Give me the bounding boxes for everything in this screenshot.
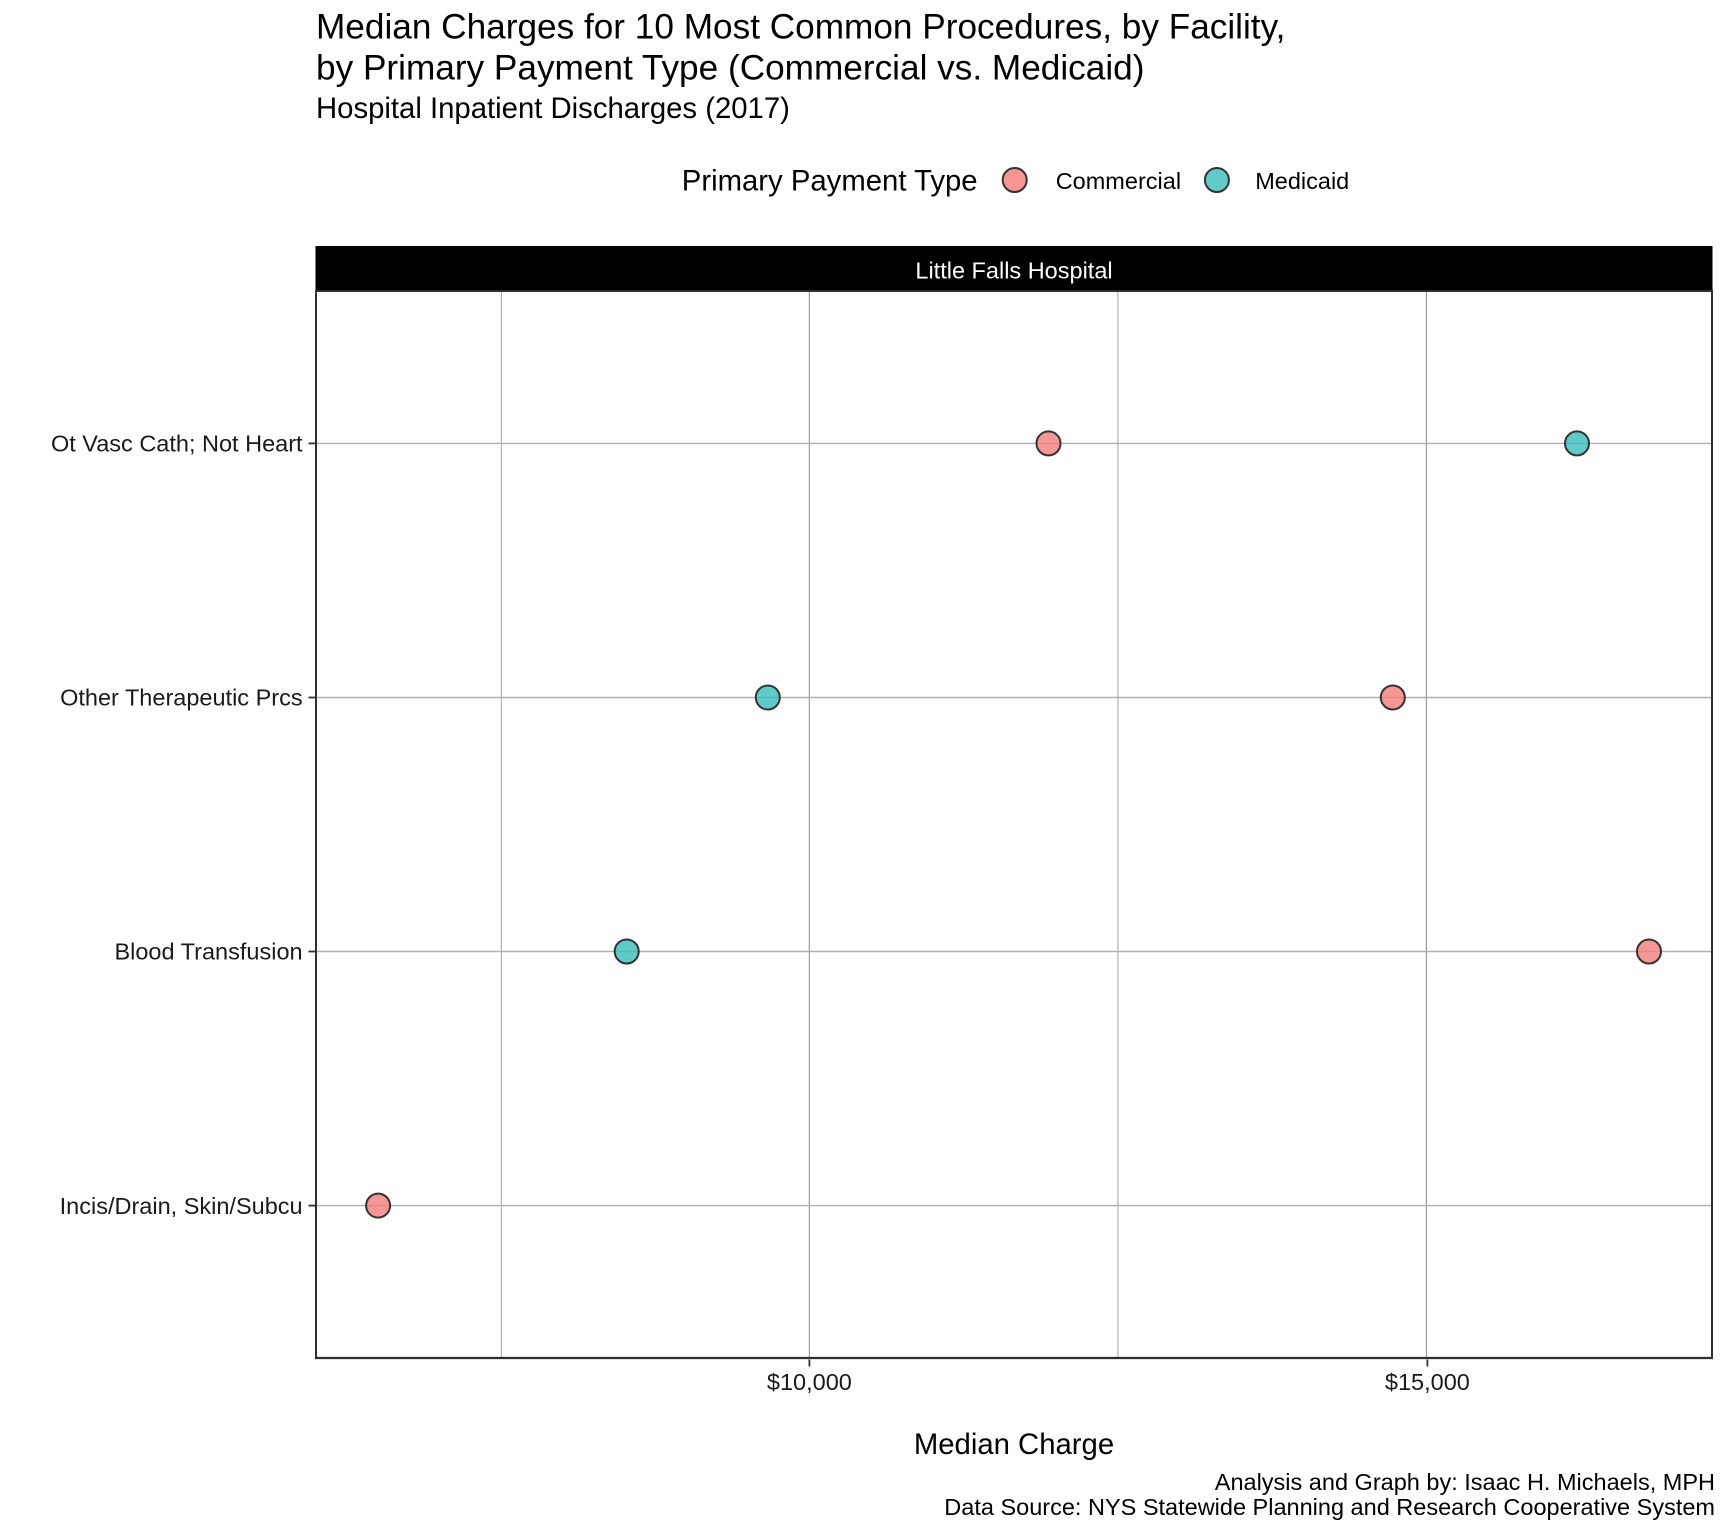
svg-text:Little Falls Hospital: Little Falls Hospital (915, 258, 1112, 284)
svg-text:Blood Transfusion: Blood Transfusion (114, 939, 302, 965)
svg-text:Median Charges for 10 Most Com: Median Charges for 10 Most Common Proced… (316, 8, 1285, 47)
svg-text:Hospital Inpatient Discharges: Hospital Inpatient Discharges (2017) (316, 92, 790, 125)
svg-text:Analysis and Graph by: Isaac H: Analysis and Graph by: Isaac H. Michaels… (1215, 1469, 1715, 1495)
svg-text:Commercial: Commercial (1056, 168, 1181, 194)
svg-text:Primary Payment Type: Primary Payment Type (682, 165, 978, 198)
svg-text:Data Source: NYS Statewide Pla: Data Source: NYS Statewide Planning and … (944, 1494, 1715, 1520)
svg-text:Medicaid: Medicaid (1255, 168, 1349, 194)
svg-text:$15,000: $15,000 (1385, 1369, 1470, 1395)
svg-text:Ot Vasc Cath; Not Heart: Ot Vasc Cath; Not Heart (51, 431, 303, 457)
svg-text:Other Therapeutic Prcs: Other Therapeutic Prcs (60, 685, 303, 711)
svg-text:by Primary Payment Type (Comme: by Primary Payment Type (Commercial vs. … (316, 48, 1144, 87)
svg-text:Incis/Drain, Skin/Subcu: Incis/Drain, Skin/Subcu (60, 1193, 303, 1219)
svg-text:Median Charge: Median Charge (914, 1428, 1114, 1461)
svg-text:$10,000: $10,000 (767, 1369, 852, 1395)
